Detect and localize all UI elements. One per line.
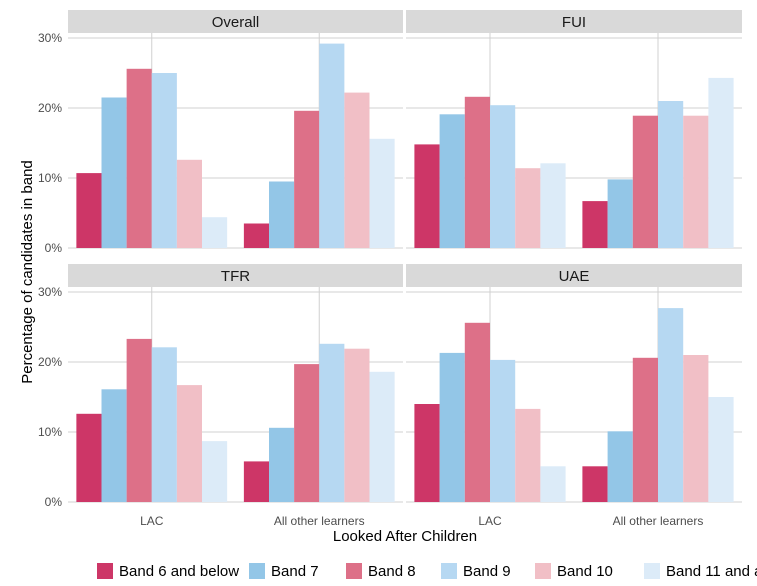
panel-title: FUI bbox=[562, 14, 586, 31]
panel-overall: Overall 0% 10% 20% 30% bbox=[38, 10, 403, 255]
legend-swatch bbox=[346, 563, 362, 579]
panel-strip bbox=[406, 264, 742, 287]
bar bbox=[515, 168, 541, 248]
bar bbox=[126, 68, 152, 248]
bar bbox=[344, 92, 370, 248]
legend-label: Band 11 and above bbox=[666, 563, 757, 580]
panel-tfr: TFR 0% 10% 20% 30% LAC All other learners bbox=[38, 264, 403, 528]
bar bbox=[439, 114, 465, 248]
x-tick-label: All other learners bbox=[274, 514, 365, 528]
y-tick-label: 0% bbox=[45, 241, 63, 255]
y-axis-title: Percentage of candidates in band bbox=[19, 160, 36, 384]
y-tick-label: 20% bbox=[38, 101, 62, 115]
legend-label: Band 10 bbox=[557, 563, 613, 580]
y-tick-label: 20% bbox=[38, 355, 62, 369]
legend-swatch bbox=[535, 563, 551, 579]
bar bbox=[632, 115, 658, 248]
x-tick-label: LAC bbox=[140, 514, 164, 528]
bar bbox=[344, 348, 370, 502]
bar bbox=[294, 364, 320, 502]
bar bbox=[294, 110, 320, 248]
panel-uae: UAE LAC All other learners bbox=[406, 264, 742, 528]
bar bbox=[582, 466, 608, 502]
bar bbox=[414, 404, 440, 502]
x-tick-label: All other learners bbox=[613, 514, 704, 528]
bar bbox=[490, 359, 516, 502]
bar bbox=[540, 163, 566, 248]
legend-label: Band 7 bbox=[271, 563, 319, 580]
bar bbox=[369, 371, 395, 502]
panel-title: TFR bbox=[221, 268, 250, 285]
panel-fui: FUI bbox=[406, 10, 742, 249]
y-tick-label: 30% bbox=[38, 31, 62, 45]
y-tick-label: 10% bbox=[38, 425, 62, 439]
bar bbox=[439, 352, 465, 502]
bar bbox=[708, 77, 734, 249]
legend-swatch bbox=[441, 563, 457, 579]
legend-swatch bbox=[97, 563, 113, 579]
bar bbox=[269, 427, 295, 502]
bar bbox=[319, 43, 345, 248]
bar bbox=[607, 431, 633, 502]
bar bbox=[490, 105, 516, 248]
legend-label: Band 8 bbox=[368, 563, 416, 580]
bar bbox=[319, 343, 345, 502]
panel-strip bbox=[68, 264, 403, 287]
bar bbox=[632, 357, 658, 502]
bar bbox=[414, 144, 440, 248]
bar bbox=[607, 179, 633, 248]
bar bbox=[540, 466, 566, 502]
bar bbox=[151, 347, 177, 502]
bar bbox=[243, 461, 269, 502]
legend-label: Band 6 and below bbox=[119, 563, 239, 580]
legend-swatch bbox=[644, 563, 660, 579]
x-axis-title: Looked After Children bbox=[333, 528, 477, 545]
bar bbox=[464, 96, 490, 248]
y-tick-label: 0% bbox=[45, 495, 63, 509]
bar bbox=[101, 97, 127, 248]
bar bbox=[76, 413, 102, 502]
bar bbox=[101, 389, 127, 502]
panel-title: UAE bbox=[559, 268, 590, 285]
legend-label: Band 9 bbox=[463, 563, 511, 580]
y-tick-label: 10% bbox=[38, 171, 62, 185]
bar bbox=[515, 408, 541, 502]
bar bbox=[176, 159, 202, 248]
bar bbox=[683, 115, 709, 248]
bar bbox=[243, 223, 269, 248]
bar bbox=[126, 338, 152, 502]
bar bbox=[582, 201, 608, 248]
bar bbox=[464, 322, 490, 502]
bar bbox=[151, 73, 177, 248]
legend: Band 6 and below Band 7 Band 8 Band 9 Band 1… bbox=[97, 563, 757, 580]
legend-swatch bbox=[249, 563, 265, 579]
bar bbox=[269, 181, 295, 248]
panel-title: Overall bbox=[212, 14, 260, 31]
bar bbox=[658, 308, 684, 502]
bar bbox=[202, 217, 228, 248]
panel-strip bbox=[68, 10, 403, 33]
chart-panels: Overall 0% 10% 20% 30% FUI TFR 0% 10% 20% 30% LAC Al… bbox=[38, 10, 742, 528]
bar bbox=[683, 355, 709, 502]
bar bbox=[708, 397, 734, 502]
bar bbox=[176, 385, 202, 502]
x-tick-label: LAC bbox=[478, 514, 502, 528]
bar bbox=[658, 101, 684, 248]
bar bbox=[202, 441, 228, 502]
panel-strip bbox=[406, 10, 742, 33]
bar bbox=[76, 173, 102, 248]
y-tick-label: 30% bbox=[38, 285, 62, 299]
bar bbox=[369, 138, 395, 248]
